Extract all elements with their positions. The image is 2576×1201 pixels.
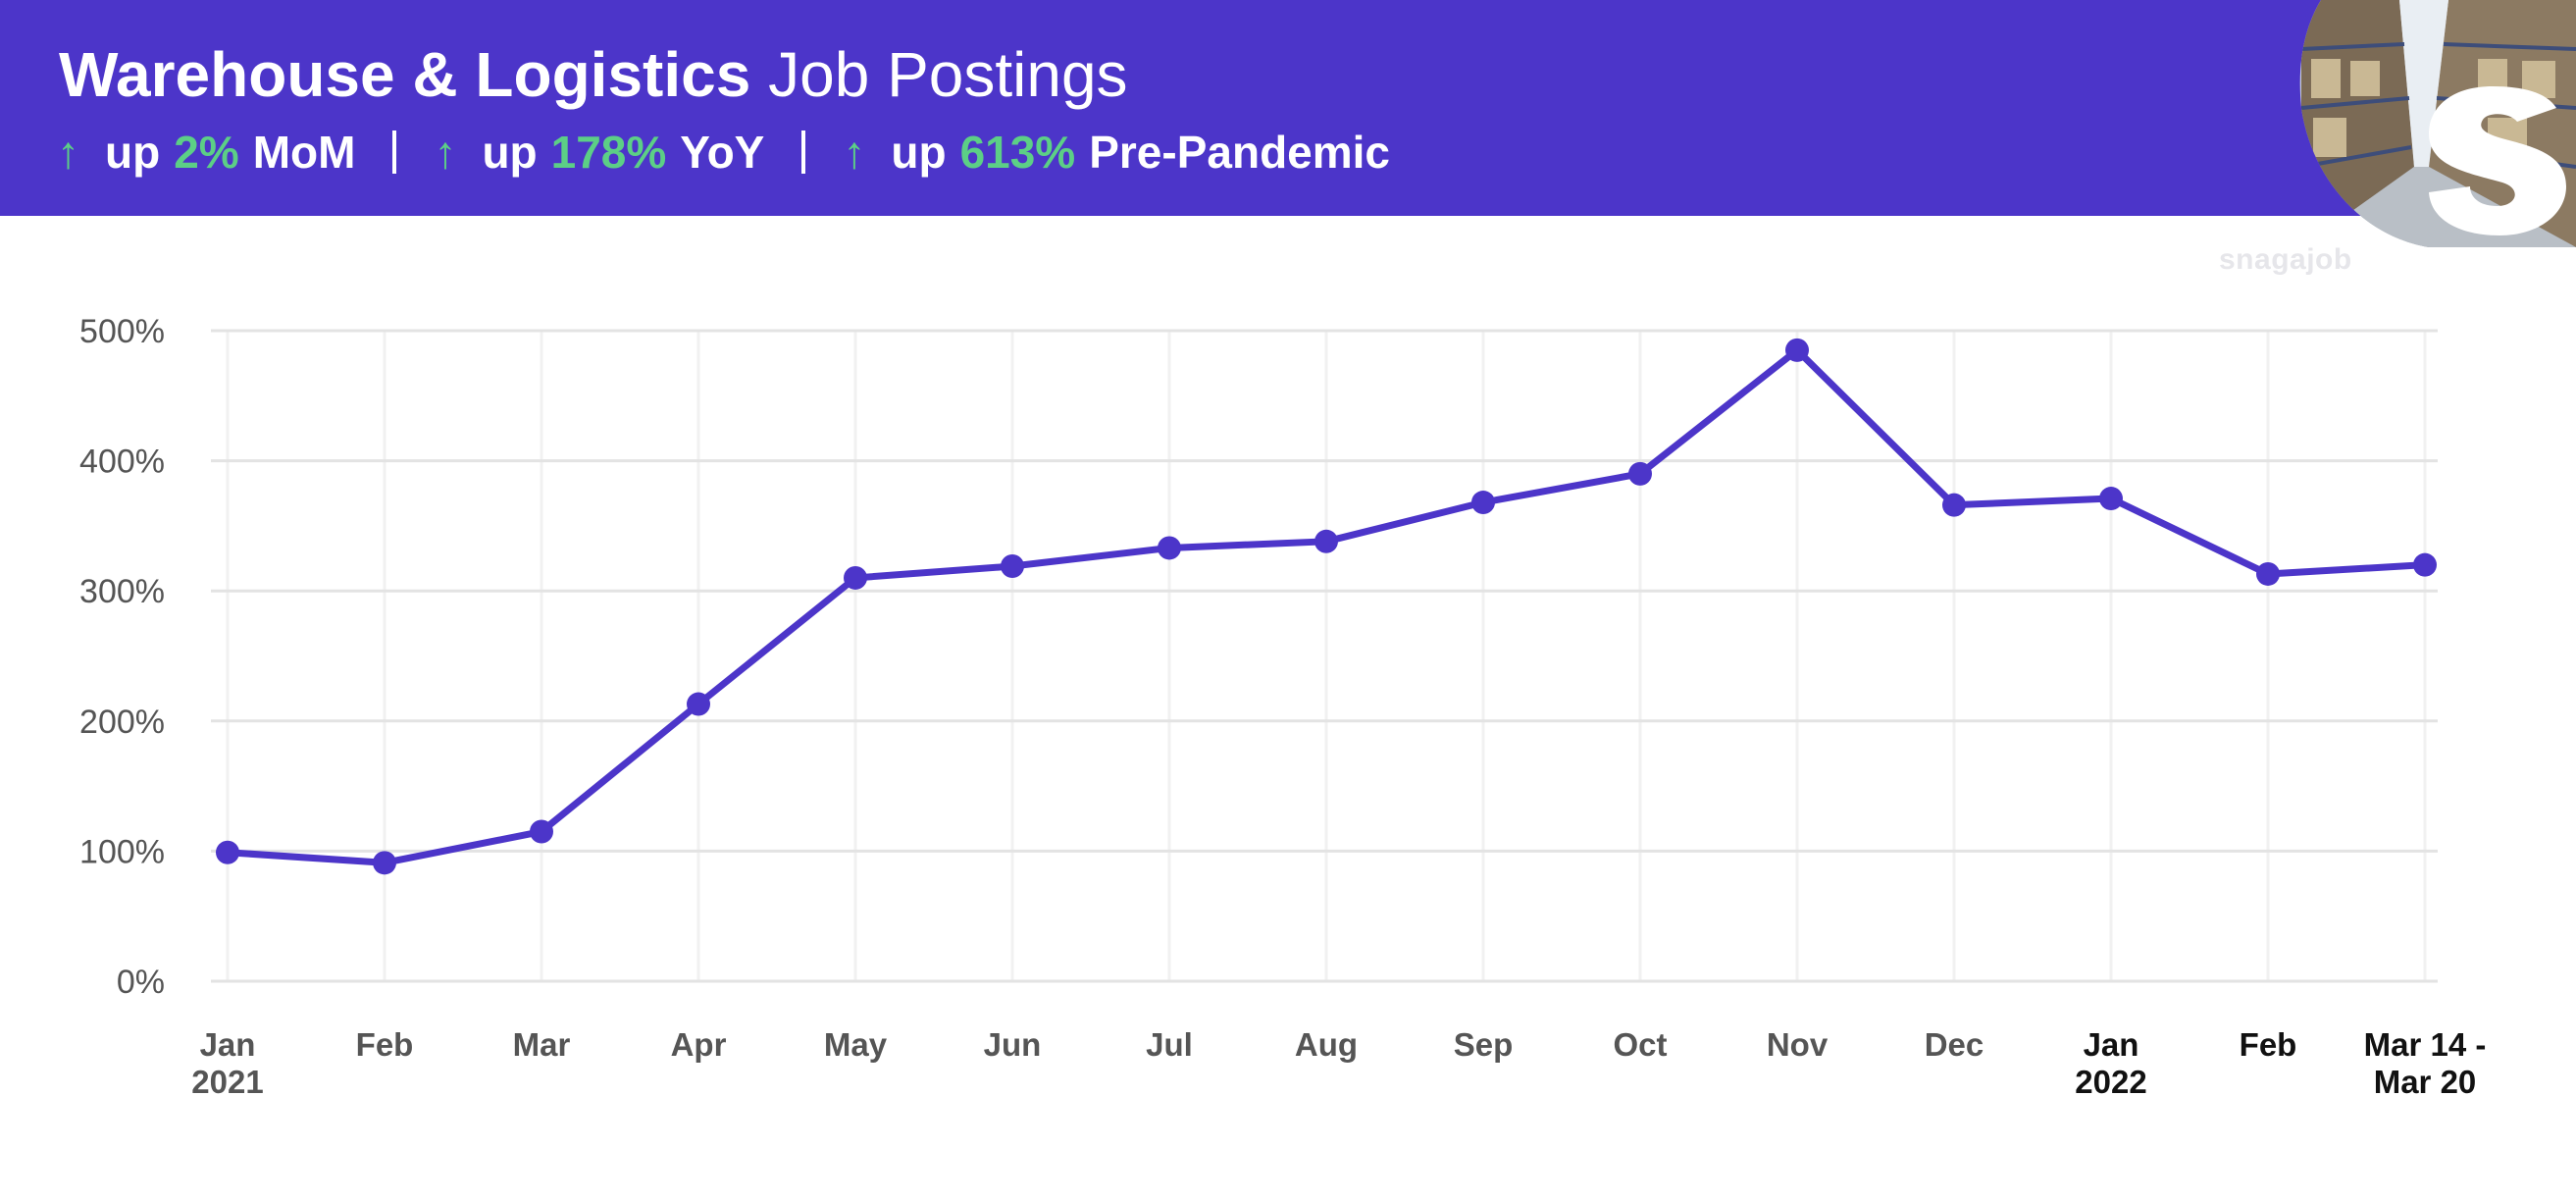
data-point [373, 851, 396, 875]
data-point [530, 819, 553, 844]
x-tick-label: Sep [1454, 1026, 1514, 1063]
x-tick-label: Jan [2084, 1026, 2139, 1063]
up-arrow-icon: ↑ [57, 127, 79, 178]
x-tick-sublabel: 2021 [191, 1064, 263, 1100]
data-point [1785, 338, 1809, 362]
stat-label: YoY [680, 127, 765, 178]
data-point [216, 840, 239, 864]
stat-prefix: up [482, 127, 538, 178]
data-point [1942, 493, 1966, 517]
y-tick-label: 500% [79, 313, 165, 350]
data-point [1628, 461, 1652, 486]
grid [211, 329, 2438, 983]
x-tick-label: Jan [200, 1026, 256, 1063]
divider [801, 131, 806, 174]
x-tick-label: Jun [984, 1026, 1042, 1063]
stat-yoy: ↑ up 178% YoY [434, 126, 764, 179]
data-point [1158, 536, 1181, 560]
brand-photo-logo [2299, 0, 2576, 247]
data-point [2099, 487, 2123, 511]
y-tick-label: 300% [79, 573, 165, 610]
x-tick-label: Dec [1925, 1026, 1984, 1063]
stat-prefix: up [105, 127, 161, 178]
data-point [687, 692, 710, 716]
up-arrow-icon: ↑ [843, 127, 866, 178]
x-tick-label: Aug [1295, 1026, 1358, 1063]
x-tick-label: Mar [513, 1026, 571, 1063]
snagajob-watermark: snagajob [2219, 243, 2352, 276]
x-tick-label: Feb [356, 1026, 414, 1063]
x-tick-label: Nov [1767, 1026, 1829, 1063]
data-point [2413, 552, 2437, 577]
title-bold: Warehouse & Logistics [59, 39, 751, 110]
stat-pre-pandemic: ↑ up 613% Pre-Pandemic [843, 126, 1390, 179]
data-point [1001, 554, 1024, 579]
y-tick-label: 0% [117, 964, 165, 1001]
divider [392, 131, 397, 174]
up-arrow-icon: ↑ [434, 127, 457, 178]
x-tick-sublabel: 2022 [2075, 1064, 2146, 1100]
stat-label: MoM [252, 127, 356, 178]
x-tick-sublabel: Mar 20 [2374, 1064, 2477, 1100]
y-tick-label: 400% [79, 444, 165, 481]
stat-value: 2% [174, 127, 239, 178]
stat-label: Pre-Pandemic [1089, 127, 1391, 178]
data-point [2256, 561, 2280, 586]
x-tick-label: Apr [671, 1026, 727, 1063]
series-points [216, 338, 2437, 875]
header-banner: Warehouse & Logistics Job Postings ↑ up … [0, 0, 2576, 216]
page-title: Warehouse & Logistics Job Postings [59, 35, 1128, 114]
snagajob-s-logo [2429, 86, 2566, 235]
stat-prefix: up [891, 127, 947, 178]
data-point [1471, 491, 1495, 515]
title-light: Job Postings [768, 39, 1128, 110]
x-tick-label: Mar 14 - [2364, 1026, 2487, 1063]
y-tick-label: 200% [79, 704, 165, 741]
x-tick-label: Jul [1146, 1026, 1193, 1063]
x-tick-label: Oct [1613, 1026, 1667, 1063]
data-point [1314, 529, 1338, 553]
x-tick-label: May [824, 1026, 888, 1063]
y-tick-label: 100% [79, 833, 165, 870]
stat-value: 613% [959, 127, 1076, 178]
stats-row: ↑ up 2% MoM ↑ up 178% YoY ↑ up 613% Pre-… [57, 118, 1390, 186]
stat-value: 178% [550, 127, 667, 178]
data-point [844, 565, 867, 590]
y-axis-ticks: 0% 100% 200% 300% 400% 500% [79, 313, 165, 1001]
stat-mom: ↑ up 2% MoM [57, 126, 355, 179]
x-tick-label: Feb [2240, 1026, 2297, 1063]
